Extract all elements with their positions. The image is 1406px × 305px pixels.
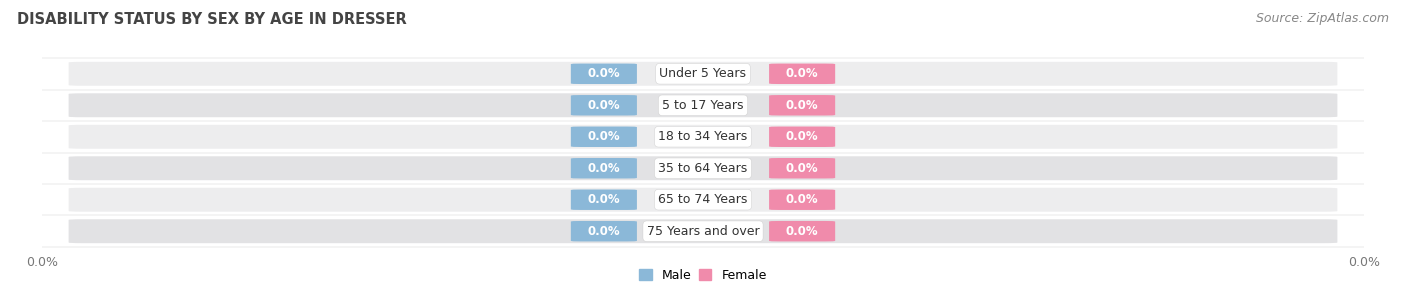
FancyBboxPatch shape (69, 219, 1337, 243)
FancyBboxPatch shape (571, 127, 637, 147)
FancyBboxPatch shape (571, 95, 637, 116)
Text: 0.0%: 0.0% (588, 67, 620, 80)
Text: 0.0%: 0.0% (786, 225, 818, 238)
FancyBboxPatch shape (571, 221, 637, 242)
FancyBboxPatch shape (69, 188, 1337, 212)
Text: 5 to 17 Years: 5 to 17 Years (662, 99, 744, 112)
FancyBboxPatch shape (571, 63, 637, 84)
Text: 0.0%: 0.0% (588, 99, 620, 112)
Text: 0.0%: 0.0% (786, 162, 818, 175)
Text: 0.0%: 0.0% (786, 99, 818, 112)
Text: Source: ZipAtlas.com: Source: ZipAtlas.com (1256, 12, 1389, 25)
FancyBboxPatch shape (571, 189, 637, 210)
Text: 75 Years and over: 75 Years and over (647, 225, 759, 238)
FancyBboxPatch shape (69, 62, 1337, 86)
Text: 0.0%: 0.0% (786, 193, 818, 206)
FancyBboxPatch shape (769, 189, 835, 210)
FancyBboxPatch shape (769, 158, 835, 178)
Text: 0.0%: 0.0% (588, 193, 620, 206)
Text: DISABILITY STATUS BY SEX BY AGE IN DRESSER: DISABILITY STATUS BY SEX BY AGE IN DRESS… (17, 12, 406, 27)
Text: Under 5 Years: Under 5 Years (659, 67, 747, 80)
FancyBboxPatch shape (769, 63, 835, 84)
Text: 35 to 64 Years: 35 to 64 Years (658, 162, 748, 175)
Text: 0.0%: 0.0% (588, 225, 620, 238)
FancyBboxPatch shape (571, 158, 637, 178)
FancyBboxPatch shape (69, 93, 1337, 117)
Text: 18 to 34 Years: 18 to 34 Years (658, 130, 748, 143)
FancyBboxPatch shape (769, 221, 835, 242)
FancyBboxPatch shape (69, 156, 1337, 180)
FancyBboxPatch shape (69, 125, 1337, 149)
Text: 0.0%: 0.0% (786, 130, 818, 143)
Text: 0.0%: 0.0% (588, 130, 620, 143)
FancyBboxPatch shape (769, 95, 835, 116)
Text: 65 to 74 Years: 65 to 74 Years (658, 193, 748, 206)
Text: 0.0%: 0.0% (786, 67, 818, 80)
Legend: Male, Female: Male, Female (634, 264, 772, 287)
FancyBboxPatch shape (769, 127, 835, 147)
Text: 0.0%: 0.0% (588, 162, 620, 175)
